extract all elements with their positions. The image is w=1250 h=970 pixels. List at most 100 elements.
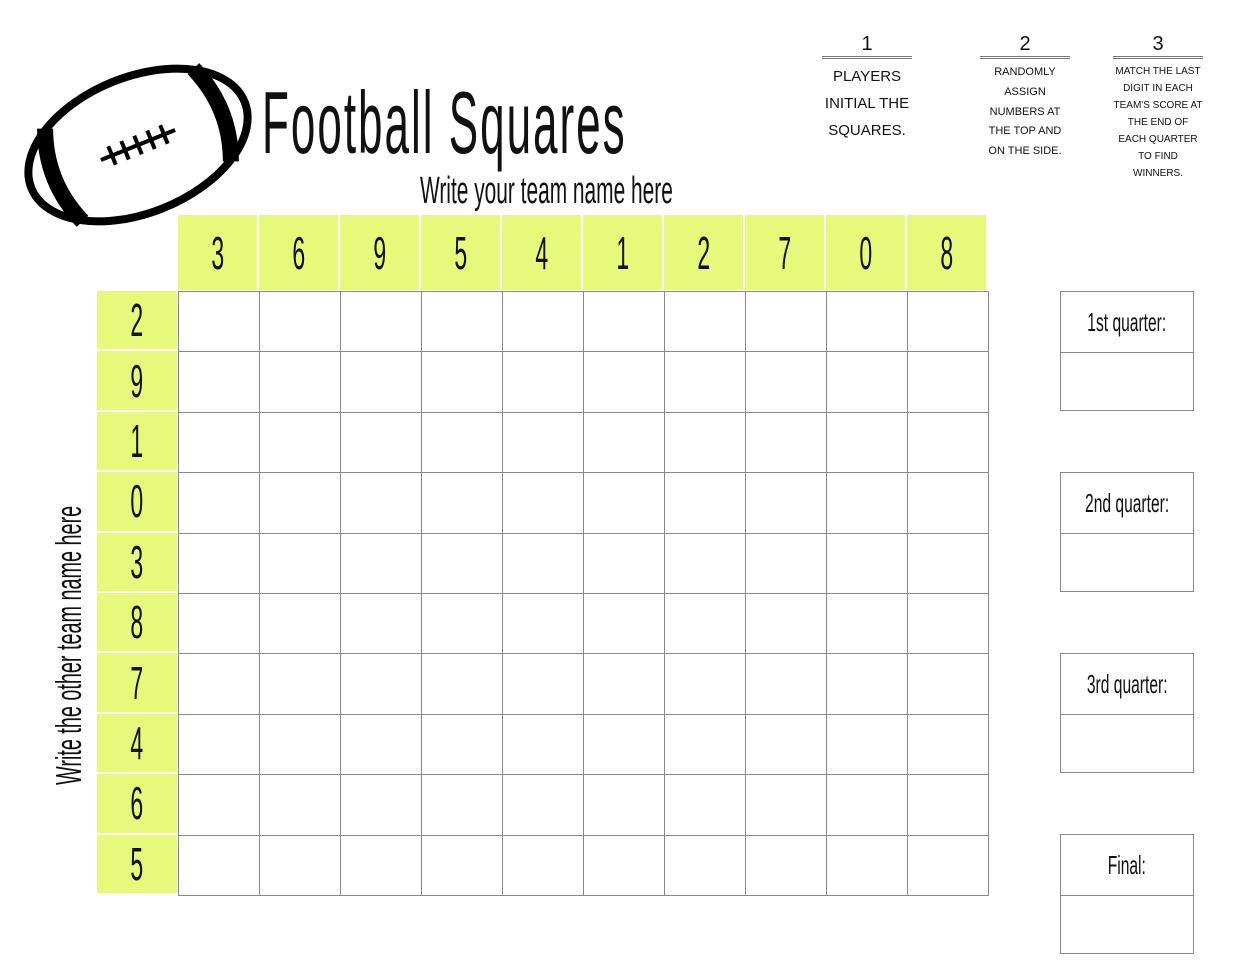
square-cell[interactable]	[826, 774, 908, 836]
square-cell[interactable]	[583, 653, 665, 715]
square-cell[interactable]	[664, 713, 746, 776]
square-cell[interactable]	[340, 411, 422, 474]
square-cell[interactable]	[340, 713, 422, 776]
square-cell[interactable]	[421, 532, 503, 594]
square-cell[interactable]	[178, 653, 260, 715]
square-cell[interactable]	[421, 774, 503, 836]
square-cell[interactable]	[340, 532, 422, 594]
square-cell[interactable]	[502, 291, 584, 353]
quarter-winner-field[interactable]	[1061, 896, 1193, 954]
square-cell[interactable]	[421, 593, 503, 655]
square-cell[interactable]	[745, 351, 827, 413]
square-cell[interactable]	[745, 653, 827, 715]
square-cell[interactable]	[259, 411, 341, 474]
square-cell[interactable]	[583, 532, 665, 594]
square-cell[interactable]	[259, 834, 341, 896]
square-cell[interactable]	[340, 291, 422, 353]
square-cell[interactable]	[502, 774, 584, 836]
square-cell[interactable]	[259, 291, 341, 353]
square-cell[interactable]	[259, 472, 341, 534]
square-cell[interactable]	[583, 713, 665, 776]
square-cell[interactable]	[907, 472, 989, 534]
square-cell[interactable]	[178, 713, 260, 776]
square-cell[interactable]	[745, 411, 827, 474]
square-cell[interactable]	[178, 774, 260, 836]
square-cell[interactable]	[421, 653, 503, 715]
top-team-name-field[interactable]: Write your team name here	[420, 170, 673, 212]
square-cell[interactable]	[907, 834, 989, 896]
square-cell[interactable]	[664, 834, 746, 896]
square-cell[interactable]	[745, 593, 827, 655]
square-cell[interactable]	[421, 472, 503, 534]
square-cell[interactable]	[178, 593, 260, 655]
square-cell[interactable]	[502, 653, 584, 715]
square-cell[interactable]	[583, 472, 665, 534]
square-cell[interactable]	[826, 411, 908, 474]
square-cell[interactable]	[421, 291, 503, 353]
square-cell[interactable]	[664, 593, 746, 655]
square-cell[interactable]	[907, 351, 989, 413]
square-cell[interactable]	[826, 351, 908, 413]
square-cell[interactable]	[907, 774, 989, 836]
square-cell[interactable]	[178, 291, 260, 353]
square-cell[interactable]	[421, 834, 503, 896]
square-cell[interactable]	[907, 291, 989, 353]
square-cell[interactable]	[259, 351, 341, 413]
square-cell[interactable]	[421, 351, 503, 413]
square-cell[interactable]	[826, 834, 908, 896]
square-cell[interactable]	[826, 713, 908, 776]
square-cell[interactable]	[664, 411, 746, 474]
square-cell[interactable]	[664, 774, 746, 836]
square-cell[interactable]	[907, 653, 989, 715]
square-cell[interactable]	[502, 472, 584, 534]
square-cell[interactable]	[259, 593, 341, 655]
side-team-name-field[interactable]: Write the other team name here	[48, 505, 89, 785]
square-cell[interactable]	[340, 834, 422, 896]
square-cell[interactable]	[502, 593, 584, 655]
square-cell[interactable]	[826, 653, 908, 715]
square-cell[interactable]	[826, 593, 908, 655]
square-cell[interactable]	[583, 291, 665, 353]
square-cell[interactable]	[583, 351, 665, 413]
square-cell[interactable]	[664, 291, 746, 353]
square-cell[interactable]	[907, 532, 989, 594]
quarter-winner-field[interactable]	[1061, 534, 1193, 592]
square-cell[interactable]	[502, 351, 584, 413]
square-cell[interactable]	[745, 713, 827, 776]
square-cell[interactable]	[259, 774, 341, 836]
square-cell[interactable]	[340, 472, 422, 534]
square-cell[interactable]	[664, 351, 746, 413]
square-cell[interactable]	[826, 532, 908, 594]
square-cell[interactable]	[664, 472, 746, 534]
square-cell[interactable]	[178, 834, 260, 896]
square-cell[interactable]	[502, 834, 584, 896]
square-cell[interactable]	[664, 653, 746, 715]
square-cell[interactable]	[745, 532, 827, 594]
quarter-winner-field[interactable]	[1061, 715, 1193, 773]
square-cell[interactable]	[907, 411, 989, 474]
square-cell[interactable]	[421, 713, 503, 776]
square-cell[interactable]	[340, 593, 422, 655]
square-cell[interactable]	[178, 411, 260, 474]
square-cell[interactable]	[502, 411, 584, 474]
square-cell[interactable]	[340, 774, 422, 836]
square-cell[interactable]	[664, 532, 746, 594]
square-cell[interactable]	[583, 774, 665, 836]
square-cell[interactable]	[907, 713, 989, 776]
square-cell[interactable]	[583, 593, 665, 655]
square-cell[interactable]	[826, 291, 908, 353]
square-cell[interactable]	[178, 532, 260, 594]
square-cell[interactable]	[178, 351, 260, 413]
square-cell[interactable]	[745, 291, 827, 353]
square-cell[interactable]	[259, 653, 341, 715]
quarter-winner-field[interactable]	[1061, 353, 1193, 411]
square-cell[interactable]	[583, 411, 665, 474]
square-cell[interactable]	[259, 532, 341, 594]
square-cell[interactable]	[178, 472, 260, 534]
square-cell[interactable]	[340, 653, 422, 715]
square-cell[interactable]	[583, 834, 665, 896]
square-cell[interactable]	[745, 774, 827, 836]
square-cell[interactable]	[745, 834, 827, 896]
square-cell[interactable]	[259, 713, 341, 776]
square-cell[interactable]	[502, 713, 584, 776]
